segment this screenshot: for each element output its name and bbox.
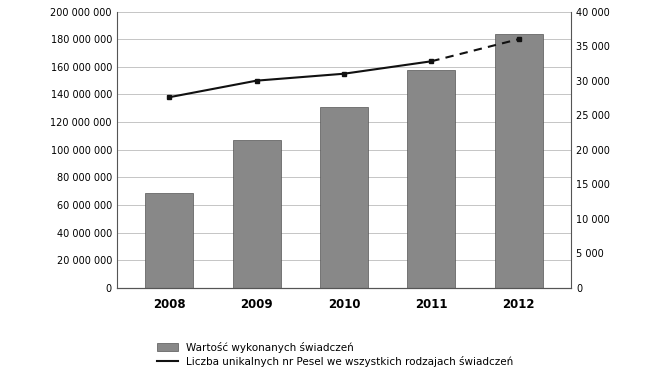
Bar [320, 107, 368, 288]
Bar [495, 34, 543, 288]
Bar [408, 70, 456, 288]
Legend: Wartość wykonanych świadczeń, Liczba unikalnych nr Pesel we wszystkich rodzajach: Wartość wykonanych świadczeń, Liczba uni… [153, 338, 518, 371]
Bar [145, 193, 193, 288]
Bar [232, 140, 280, 288]
